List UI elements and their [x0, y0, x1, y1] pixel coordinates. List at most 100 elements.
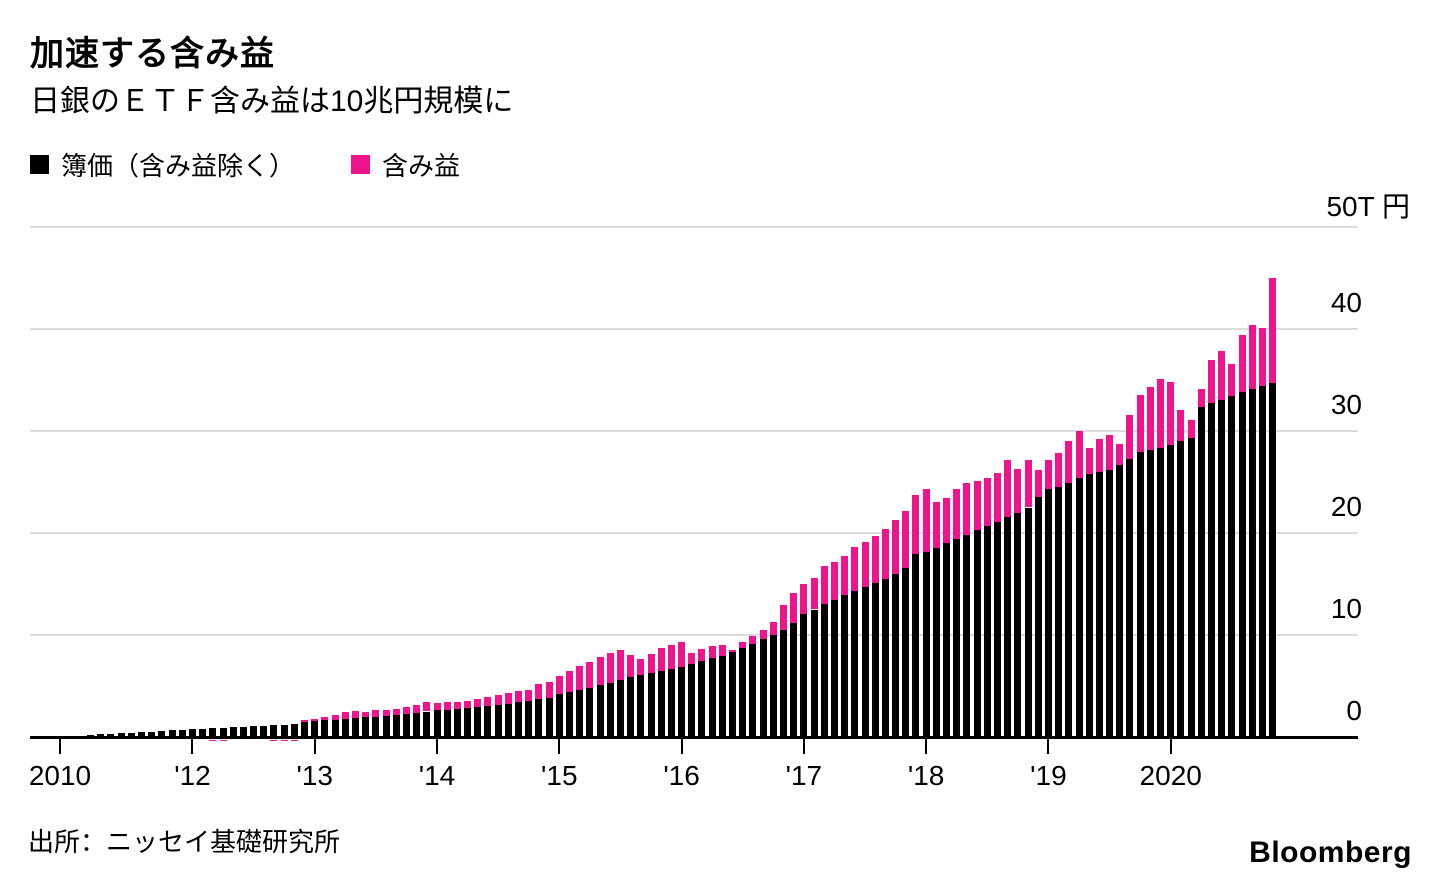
- bar-segment-book: [1197, 406, 1205, 737]
- bar-segment-book: [127, 732, 135, 737]
- bar-segment-gain: [1004, 459, 1012, 517]
- bar-segment-gain: [993, 472, 1001, 522]
- bar-segment-gain: [1258, 327, 1266, 387]
- bar-segment-book: [290, 723, 298, 737]
- book-value-swatch-icon: [30, 155, 49, 174]
- bar-segment-book: [820, 604, 828, 737]
- bar-segment-book: [321, 720, 329, 737]
- bar-segment-book: [178, 729, 186, 737]
- bar-segment-book: [963, 535, 971, 737]
- x-axis-label-2020: 2020: [1139, 760, 1202, 791]
- bar-segment-book: [973, 529, 981, 737]
- x-axis-label-16: '16: [663, 760, 700, 791]
- bar-segment-book: [1136, 452, 1144, 737]
- bar-segment-book: [117, 733, 125, 737]
- bar-segment-book: [260, 725, 268, 737]
- bar-segment-gain: [352, 710, 359, 719]
- legend-label-unrealized-gain: 含み益: [382, 151, 461, 181]
- legend-item-unrealized-gain: 含み益: [351, 146, 460, 183]
- bar-segment-gain: [402, 707, 410, 715]
- bar-segment-gain: [515, 690, 523, 703]
- bar-segment-gain: [698, 649, 706, 661]
- bar-segment-gain: [973, 480, 981, 530]
- bar-segment-gain: [566, 670, 573, 693]
- bar-segment-gain: [392, 708, 400, 716]
- bar-segment-gain: [1207, 359, 1215, 404]
- bar-segment-book: [545, 697, 553, 737]
- bar-segment-gain: [892, 519, 900, 574]
- bar-segment-book: [729, 652, 737, 737]
- bar-segment-gain: [1085, 448, 1093, 474]
- gridline-y50: [30, 226, 1358, 228]
- y-axis-label-10: 10: [1330, 593, 1362, 624]
- bar-segment-gain: [1238, 335, 1246, 393]
- bar-segment-gain: [759, 629, 767, 640]
- bar-segment-book: [892, 573, 900, 737]
- gridline-y30: [30, 430, 1358, 432]
- bar-segment-book: [718, 656, 726, 737]
- bar-segment-book: [239, 726, 247, 737]
- bar-segment-book: [555, 694, 563, 737]
- bar-segment-gain: [943, 498, 951, 544]
- x-tick-13: [313, 739, 316, 754]
- y-axis-label-20: 20: [1330, 491, 1362, 522]
- bar-segment-book: [474, 707, 482, 737]
- bar-segment-gain: [1269, 278, 1277, 384]
- bar-segment-gain: [1177, 409, 1185, 442]
- bar-segment-gain: [830, 561, 838, 601]
- bar-segment-gain: [545, 681, 553, 698]
- bar-segment-book: [1106, 469, 1114, 737]
- gridline-y20: [30, 532, 1358, 534]
- bar-segment-book: [250, 726, 258, 737]
- bar-segment-gain: [769, 621, 777, 635]
- x-axis-label-2010: 2010: [28, 760, 92, 791]
- bar-segment-gain: [912, 495, 920, 555]
- bar-segment-gain: [464, 700, 472, 708]
- bar-segment-gain-negative: [290, 740, 298, 741]
- bar-segment-gain: [1197, 389, 1205, 407]
- bar-segment-gain: [708, 646, 716, 659]
- bar-segment-gain: [382, 710, 390, 716]
- bar-segment-book: [861, 587, 869, 737]
- bar-segment-gain: [321, 717, 329, 721]
- bar-segment-book: [209, 728, 217, 737]
- bar-segment-book: [627, 677, 635, 737]
- bar-segment-book: [912, 554, 920, 737]
- bar-segment-gain: [576, 665, 584, 690]
- bar-segment-gain: [678, 642, 686, 667]
- bar-segment-book: [810, 609, 818, 737]
- bar-segment-book: [1075, 477, 1083, 737]
- bar-segment-book: [464, 707, 472, 737]
- bar-segment-book: [219, 727, 227, 737]
- bar-segment-gain: [983, 477, 991, 526]
- bar-segment-book: [596, 685, 604, 737]
- bar-segment-book: [708, 658, 716, 737]
- bar-segment-book: [270, 725, 278, 737]
- bar-segment-book: [525, 700, 533, 737]
- y-axis-label-50: 50T 円: [1326, 191, 1410, 222]
- x-tick-17: [802, 739, 805, 754]
- bloomberg-logo: Bloomberg: [1249, 836, 1412, 869]
- x-axis-label-19: '19: [1030, 760, 1067, 791]
- bar-segment-book: [1004, 516, 1012, 737]
- bar-segment-book: [1146, 450, 1154, 737]
- bar-segment-gain: [749, 636, 757, 645]
- unrealized-gain-swatch-icon: [351, 155, 371, 174]
- bar-segment-gain: [433, 702, 441, 711]
- bar-segment-gain: [586, 661, 594, 688]
- bar-segment-book: [759, 639, 767, 737]
- bar-segment-book: [1167, 445, 1175, 737]
- bar-segment-book: [1207, 403, 1215, 737]
- bar-segment-book: [1085, 473, 1093, 737]
- bar-segment-gain: [841, 556, 849, 596]
- bar-segment-gain: [1146, 387, 1154, 451]
- bar-segment-book: [606, 682, 614, 737]
- bar-segment-gain: [851, 547, 859, 592]
- bar-segment-gain: [657, 648, 665, 672]
- x-tick-2020: [1169, 739, 1172, 754]
- x-tick-19: [1047, 739, 1050, 754]
- bar-segment-book: [779, 629, 787, 737]
- bar-segment-book: [993, 521, 1001, 737]
